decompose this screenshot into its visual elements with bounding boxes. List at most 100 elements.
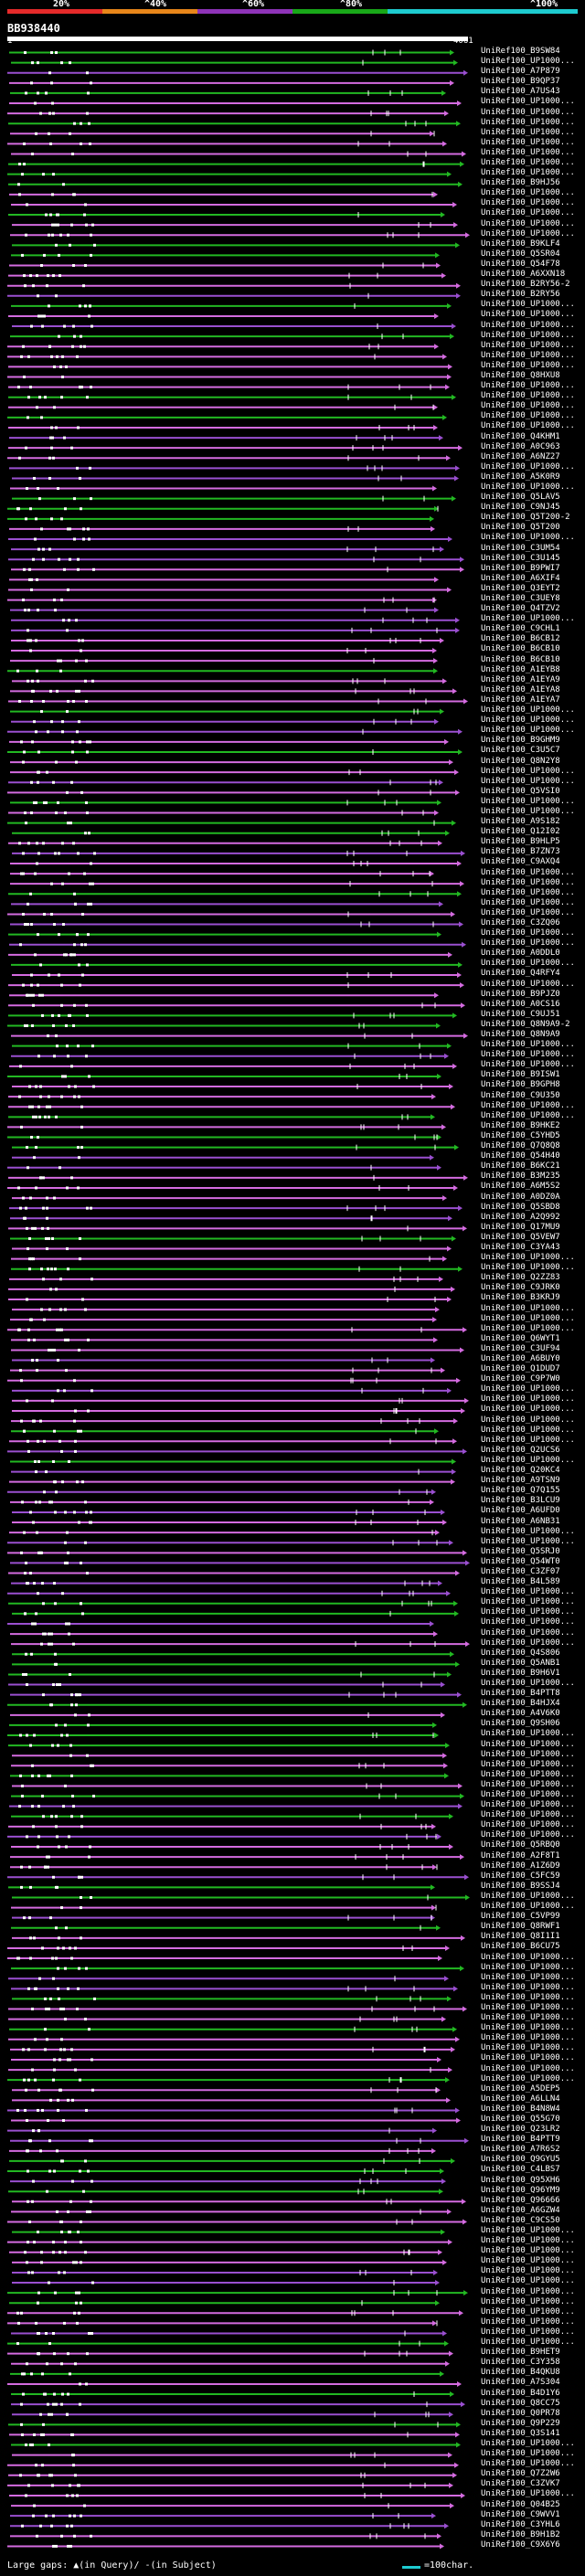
hit-label[interactable]: UniRef100_UP1000... [481, 127, 575, 137]
hit-label[interactable]: UniRef100_Q5SBD8 [481, 1202, 560, 1212]
hit-label[interactable]: UniRef100_UP1000... [481, 1678, 575, 1688]
hit-label[interactable]: UniRef100_Q8CC75 [481, 2398, 560, 2408]
hit-label[interactable]: UniRef100_UP1000... [481, 726, 575, 736]
hit-label[interactable]: UniRef100_B3M235 [481, 1171, 560, 1182]
hit-label[interactable]: UniRef100_Q7Z2W6 [481, 2469, 560, 2479]
hit-label[interactable]: UniRef100_Q17MU9 [481, 1222, 560, 1232]
hit-label[interactable]: UniRef100_C9U350 [481, 1090, 560, 1100]
hit-label[interactable]: UniRef100_UP1000... [481, 228, 575, 239]
hit-label[interactable]: UniRef100_Q8N2Y8 [481, 756, 560, 766]
hit-label[interactable]: UniRef100_UP1000... [481, 147, 575, 157]
hit-label[interactable]: UniRef100_Q9GYU5 [481, 2155, 560, 2165]
hit-label[interactable]: UniRef100_UP1000... [481, 2063, 575, 2073]
hit-label[interactable]: UniRef100_Q4KHM1 [481, 431, 560, 441]
hit-label[interactable]: UniRef100_C3YA43 [481, 1242, 560, 1252]
hit-label[interactable]: UniRef100_UP1000... [481, 1820, 575, 1830]
hit-label[interactable]: UniRef100_UP1000... [481, 796, 575, 806]
hit-label[interactable]: UniRef100_A6XIF4 [481, 573, 560, 583]
hit-label[interactable]: UniRef100_UP1000... [481, 2043, 575, 2053]
hit-label[interactable]: UniRef100_UP1000... [481, 168, 575, 178]
hit-label[interactable]: UniRef100_UP1000... [481, 1749, 575, 1759]
hit-label[interactable]: UniRef100_Q0PR78 [481, 2408, 560, 2418]
hit-label[interactable]: UniRef100_UP1000... [481, 776, 575, 786]
hit-label[interactable]: UniRef100_UP1000... [481, 897, 575, 907]
hit-label[interactable]: UniRef100_UP1000... [481, 1982, 575, 1992]
hit-label[interactable]: UniRef100_UP1000... [481, 310, 575, 320]
hit-label[interactable]: UniRef100_B9HKE2 [481, 1120, 560, 1130]
hit-label[interactable]: UniRef100_Q5T200-2 [481, 513, 570, 523]
hit-label[interactable]: UniRef100_UP1000... [481, 1536, 575, 1546]
hit-label[interactable]: UniRef100_UP1000... [481, 2316, 575, 2327]
hit-label[interactable]: UniRef100_UP1000... [481, 979, 575, 989]
hit-label[interactable]: UniRef100_UP1000... [481, 1263, 575, 1273]
hit-label[interactable]: UniRef100_Q5LAV5 [481, 493, 560, 503]
hit-label[interactable]: UniRef100_B4PTT9 [481, 2135, 560, 2145]
hit-label[interactable]: UniRef100_A7P879 [481, 67, 560, 77]
hit-label[interactable]: UniRef100_UP1000... [481, 705, 575, 716]
hit-label[interactable]: UniRef100_C9WVV1 [481, 2509, 560, 2519]
hit-label[interactable]: UniRef100_C9X6Y6 [481, 2539, 560, 2549]
hit-label[interactable]: UniRef100_UP1000... [481, 1587, 575, 1597]
hit-label[interactable]: UniRef100_UP1000... [481, 614, 575, 624]
hit-label[interactable]: UniRef100_Q5SR04 [481, 249, 560, 259]
hit-label[interactable]: UniRef100_C9AXQ4 [481, 857, 560, 867]
hit-label[interactable]: UniRef100_B9PJZ0 [481, 989, 560, 999]
hit-label[interactable]: UniRef100_UP1000... [481, 806, 575, 816]
hit-label[interactable]: UniRef100_A6LLN4 [481, 2094, 560, 2104]
hit-label[interactable]: UniRef100_B9HJ56 [481, 178, 560, 188]
hit-label[interactable]: UniRef100_Q54F78 [481, 259, 560, 269]
hit-label[interactable]: UniRef100_UP1000... [481, 97, 575, 107]
hit-label[interactable]: UniRef100_B9GPH8 [481, 1080, 560, 1090]
hit-label[interactable]: UniRef100_A7US43 [481, 87, 560, 97]
hit-label[interactable]: UniRef100_UP1000... [481, 2073, 575, 2083]
hit-label[interactable]: UniRef100_B3LCU9 [481, 1496, 560, 1506]
hit-label[interactable]: UniRef100_A0DDL0 [481, 949, 560, 959]
hit-label[interactable]: UniRef100_UP1000... [481, 340, 575, 350]
hit-label[interactable]: UniRef100_UP1000... [481, 887, 575, 897]
hit-label[interactable]: UniRef100_C9UJ51 [481, 1009, 560, 1019]
hit-label[interactable]: UniRef100_A5K0R9 [481, 472, 560, 482]
hit-label[interactable]: UniRef100_Q8N9A9-2 [481, 1019, 570, 1029]
hit-label[interactable]: UniRef100_UP1000... [481, 867, 575, 877]
hit-label[interactable]: UniRef100_B9QP37 [481, 77, 560, 87]
hit-label[interactable]: UniRef100_UP1000... [481, 320, 575, 330]
hit-label[interactable]: UniRef100_C3ZF07 [481, 1566, 560, 1576]
hit-label[interactable]: UniRef100_UP1000... [481, 1769, 575, 1779]
hit-label[interactable]: UniRef100_A4V6K0 [481, 1709, 560, 1719]
hit-label[interactable]: UniRef100_UP1000... [481, 2023, 575, 2033]
hit-label[interactable]: UniRef100_UP1000... [481, 1830, 575, 1840]
hit-label[interactable]: UniRef100_C3ZVK7 [481, 2479, 560, 2489]
hit-label[interactable]: UniRef100_UP1000... [481, 1597, 575, 1607]
hit-label[interactable]: UniRef100_Q7Q155 [481, 1486, 560, 1496]
hit-label[interactable]: UniRef100_UP1000... [481, 2449, 575, 2459]
hit-label[interactable]: UniRef100_C3YHL6 [481, 2519, 560, 2529]
hit-label[interactable]: UniRef100_Q3S141 [481, 2428, 560, 2438]
hit-label[interactable]: UniRef100_UP1000... [481, 461, 575, 472]
hit-label[interactable]: UniRef100_UP1000... [481, 208, 575, 218]
hit-label[interactable]: UniRef100_B2RY56 [481, 290, 560, 300]
hit-label[interactable]: UniRef100_Q5VSI0 [481, 786, 560, 796]
hit-label[interactable]: UniRef100_B6CB10 [481, 654, 560, 664]
hit-label[interactable]: UniRef100_UP1000... [481, 1110, 575, 1120]
hit-label[interactable]: UniRef100_Q5RBQ0 [481, 1840, 560, 1850]
hit-label[interactable]: UniRef100_Q96666 [481, 2195, 560, 2205]
hit-label[interactable]: UniRef100_UP1000... [481, 1729, 575, 1739]
hit-label[interactable]: UniRef100_UP1000... [481, 1972, 575, 1982]
hit-label[interactable]: UniRef100_C3UF94 [481, 1343, 560, 1353]
hit-label[interactable]: UniRef100_Q9P229 [481, 2418, 560, 2428]
hit-label[interactable]: UniRef100_UP1000... [481, 1800, 575, 1810]
hit-label[interactable]: UniRef100_UP1000... [481, 2337, 575, 2348]
hit-label[interactable]: UniRef100_UP1000... [481, 938, 575, 949]
hit-label[interactable]: UniRef100_UP1000... [481, 1415, 575, 1425]
hit-label[interactable]: UniRef100_Q8I1I1 [481, 1932, 560, 1942]
hit-label[interactable]: UniRef100_C5FC59 [481, 1871, 560, 1881]
hit-label[interactable]: UniRef100_B9PWI7 [481, 563, 560, 573]
hit-label[interactable]: UniRef100_UP1000... [481, 158, 575, 168]
hit-label[interactable]: UniRef100_A6GZW4 [481, 2205, 560, 2215]
hit-label[interactable]: UniRef100_C3U5C7 [481, 746, 560, 756]
hit-label[interactable]: UniRef100_B6CU75 [481, 1942, 560, 1952]
hit-label[interactable]: UniRef100_Q2ZZ83 [481, 1273, 560, 1283]
hit-label[interactable]: UniRef100_A6NB31 [481, 1516, 560, 1526]
hit-label[interactable]: UniRef100_UP1000... [481, 2226, 575, 2236]
hit-label[interactable]: UniRef100_B4L589 [481, 1577, 560, 1587]
